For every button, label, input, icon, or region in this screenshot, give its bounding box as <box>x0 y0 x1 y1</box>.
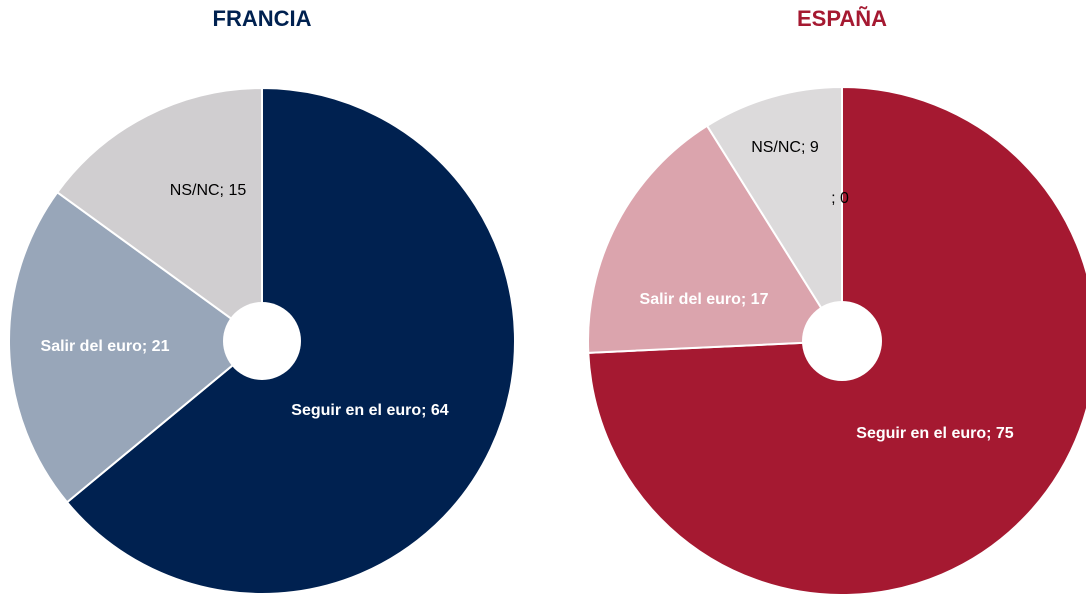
data-label: NS/NC; 15 <box>170 182 247 199</box>
chart-title: ESPAÑA <box>797 6 887 31</box>
chart-title: FRANCIA <box>213 6 312 31</box>
pie-slice <box>55 86 263 343</box>
data-label: ; 0 <box>831 190 849 207</box>
pie-slice <box>587 85 1086 596</box>
pie-slice <box>587 124 844 354</box>
data-label: Seguir en el euro; 64 <box>291 402 448 419</box>
pie-slice <box>705 85 843 345</box>
donut-hole <box>802 301 882 381</box>
donut-hole <box>223 302 301 380</box>
data-label: NS/NC; 9 <box>751 139 819 156</box>
data-label: Salir del euro; 21 <box>41 338 170 355</box>
data-label: Seguir en el euro; 75 <box>856 425 1013 442</box>
data-label: Salir del euro; 17 <box>640 291 769 308</box>
pie-slice <box>8 190 264 504</box>
